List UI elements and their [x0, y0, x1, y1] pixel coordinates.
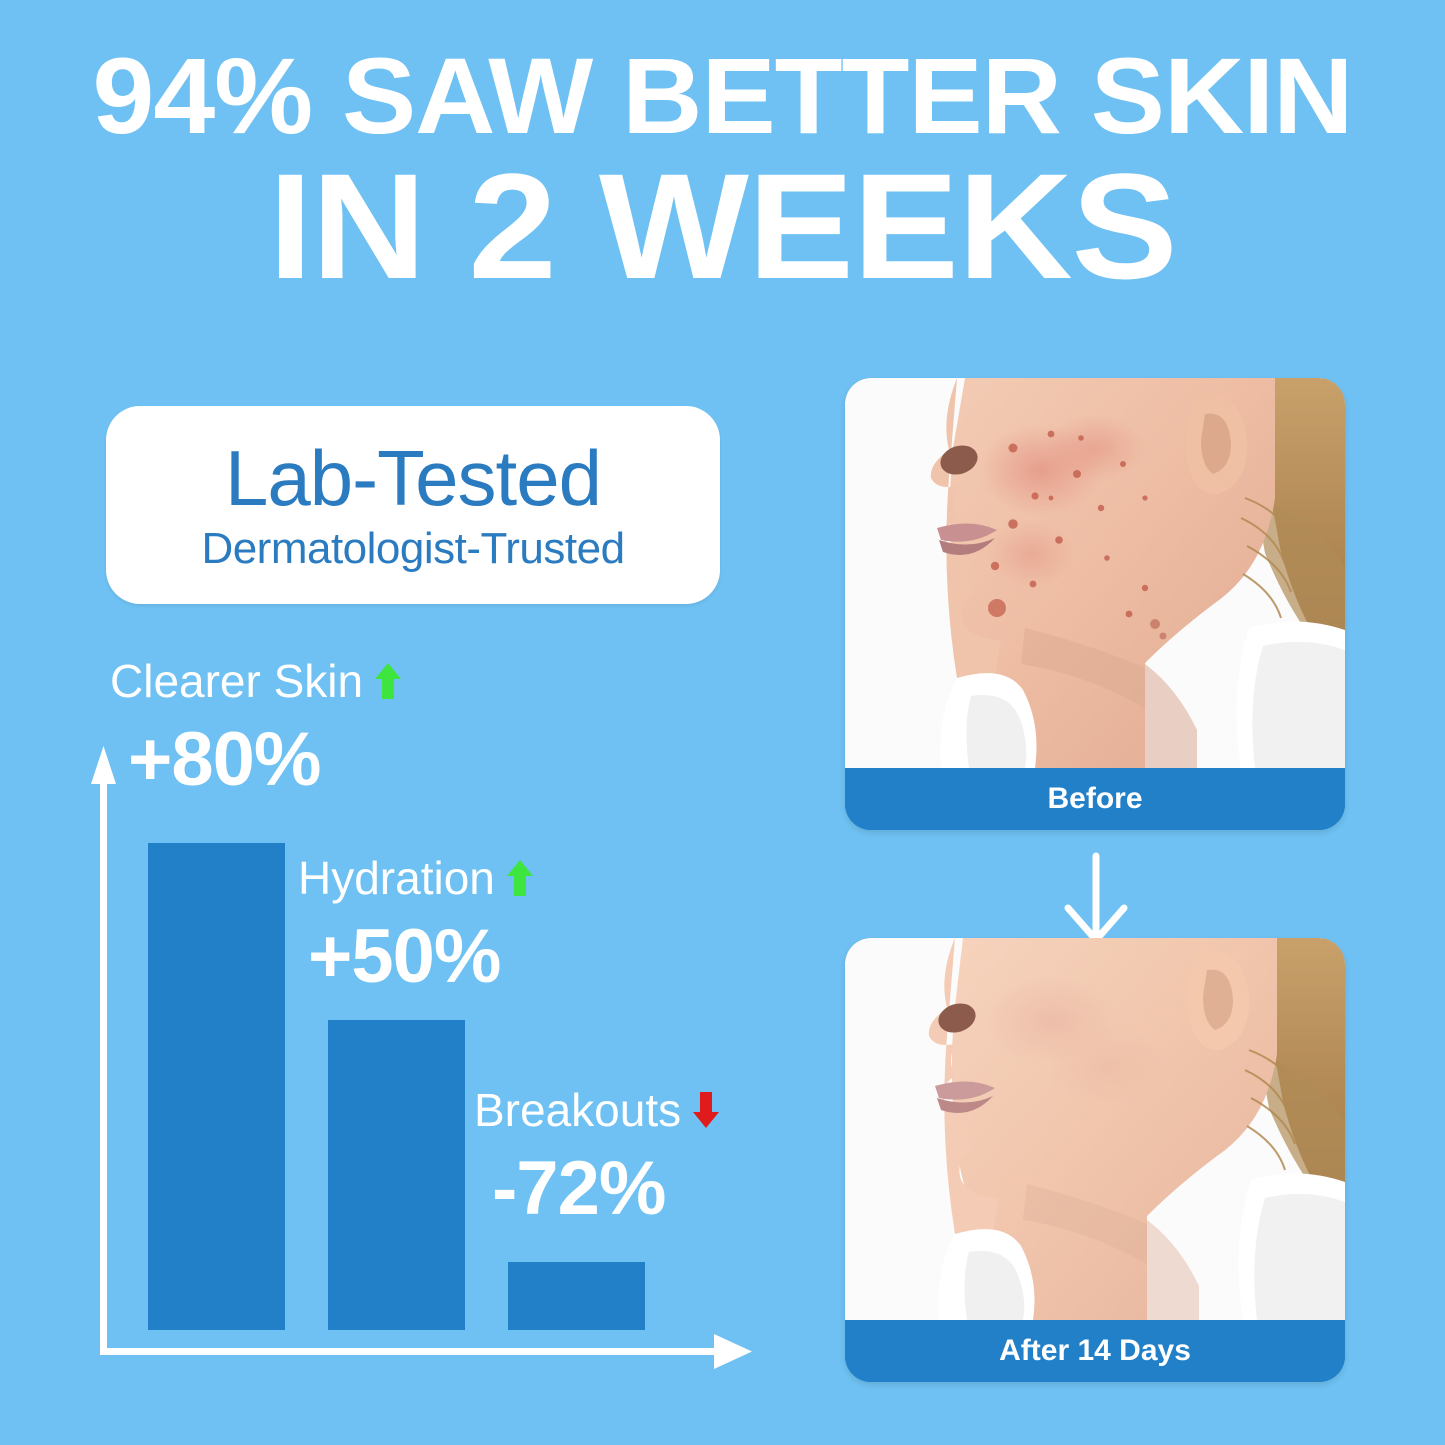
stat-hydration-value: +50% — [308, 914, 501, 999]
headline-line-2: IN 2 WEEKS — [268, 141, 1177, 310]
stat-breakouts: Breakouts -72% — [474, 1087, 721, 1227]
bar-hydration — [328, 1020, 465, 1330]
stat-breakouts-label-row: Breakouts — [474, 1087, 721, 1133]
badge-subtitle: Dermatologist-Trusted — [201, 524, 625, 573]
results-bar-chart: Clearer Skin +80% Hydration +50% Breakou… — [91, 658, 752, 1369]
up-arrow-icon — [506, 860, 533, 896]
stat-hydration-label-row: Hydration — [298, 855, 535, 901]
stat-clearer-skin: Clearer Skin +80% — [110, 658, 403, 798]
headline: 94% SAW BETTER SKIN IN 2 WEEKS — [0, 35, 1445, 310]
chart-axes — [91, 746, 752, 1369]
stat-clearer-skin-value: +80% — [128, 717, 322, 802]
bar-breakouts — [508, 1262, 645, 1330]
stat-breakouts-label: Breakouts — [474, 1084, 682, 1136]
after-photo-image — [845, 938, 1345, 1320]
up-arrow-icon — [375, 663, 402, 699]
before-photo-card: Before — [845, 378, 1345, 830]
bar-clearer-skin — [148, 843, 285, 1330]
after-photo — [845, 938, 1345, 1320]
before-caption: Before — [845, 768, 1345, 830]
before-photo-image — [845, 378, 1345, 768]
down-arrow-icon — [1064, 852, 1128, 944]
stat-hydration: Hydration +50% — [298, 855, 535, 995]
down-arrow-icon — [693, 1092, 720, 1128]
stat-clearer-skin-label-row: Clearer Skin — [110, 658, 403, 704]
stat-hydration-label: Hydration — [298, 852, 495, 904]
stat-clearer-skin-label: Clearer Skin — [110, 655, 364, 707]
lab-tested-badge: Lab-Tested Dermatologist-Trusted — [106, 406, 720, 604]
after-photo-card: After 14 Days — [845, 938, 1345, 1382]
before-photo — [845, 378, 1345, 768]
stat-breakouts-value: -72% — [492, 1146, 666, 1231]
after-caption: After 14 Days — [845, 1320, 1345, 1382]
headline-line-1: 94% SAW BETTER SKIN — [92, 35, 1354, 156]
badge-title: Lab-Tested — [225, 434, 602, 522]
